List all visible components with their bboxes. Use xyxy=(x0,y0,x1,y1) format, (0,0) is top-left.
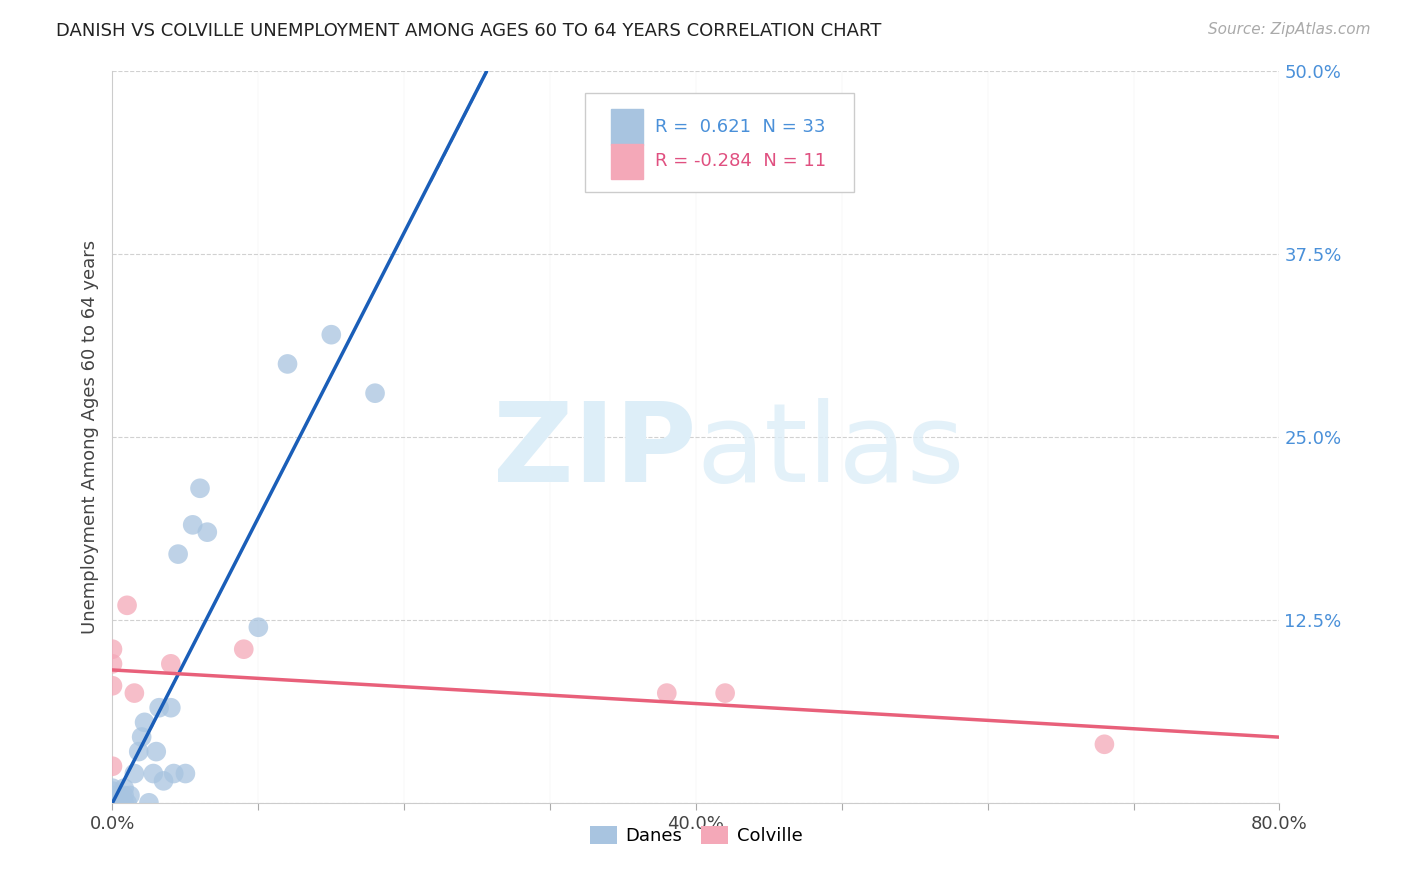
Point xyxy=(152,773,174,788)
Point xyxy=(167,547,190,561)
Text: DANISH VS COLVILLE UNEMPLOYMENT AMONG AGES 60 TO 64 YEARS CORRELATION CHART: DANISH VS COLVILLE UNEMPLOYMENT AMONG AG… xyxy=(56,22,882,40)
Point xyxy=(115,796,138,810)
Point xyxy=(118,789,141,803)
Point xyxy=(160,700,183,714)
Text: atlas: atlas xyxy=(696,398,965,505)
Point xyxy=(101,796,124,810)
Point xyxy=(131,730,153,744)
Legend: Danes, Colville: Danes, Colville xyxy=(582,819,810,852)
Text: ZIP: ZIP xyxy=(492,398,696,505)
Point xyxy=(101,789,124,803)
Point xyxy=(108,789,131,803)
Point xyxy=(108,796,131,810)
Point xyxy=(181,517,204,532)
Point xyxy=(1094,737,1116,751)
Text: R =  0.621  N = 33: R = 0.621 N = 33 xyxy=(655,118,825,136)
Point xyxy=(188,481,211,495)
Point xyxy=(124,766,146,780)
Point xyxy=(112,789,135,803)
Point xyxy=(232,642,254,657)
Point xyxy=(174,766,197,780)
Y-axis label: Unemployment Among Ages 60 to 64 years: Unemployment Among Ages 60 to 64 years xyxy=(80,240,98,634)
Point xyxy=(112,796,135,810)
Point xyxy=(163,766,186,780)
Point xyxy=(124,686,146,700)
Point xyxy=(142,766,165,780)
Text: R = -0.284  N = 11: R = -0.284 N = 11 xyxy=(655,153,827,170)
Point xyxy=(160,657,183,671)
Point xyxy=(101,784,124,798)
Point xyxy=(128,745,150,759)
Point xyxy=(101,781,124,796)
Point xyxy=(101,679,124,693)
Point xyxy=(714,686,737,700)
Point xyxy=(321,327,343,342)
FancyBboxPatch shape xyxy=(610,110,644,145)
Point xyxy=(112,781,135,796)
FancyBboxPatch shape xyxy=(585,94,853,192)
Point xyxy=(247,620,270,634)
Point xyxy=(101,789,124,803)
Text: Source: ZipAtlas.com: Source: ZipAtlas.com xyxy=(1208,22,1371,37)
Point xyxy=(101,796,124,810)
Point xyxy=(101,657,124,671)
Point xyxy=(101,642,124,657)
Point xyxy=(276,357,298,371)
Point xyxy=(138,796,160,810)
Point xyxy=(101,759,124,773)
Point xyxy=(655,686,678,700)
Point xyxy=(115,599,138,613)
FancyBboxPatch shape xyxy=(610,144,644,179)
Point xyxy=(364,386,387,401)
Point xyxy=(145,745,167,759)
Point xyxy=(134,715,156,730)
Point xyxy=(148,700,170,714)
Point xyxy=(195,525,218,540)
